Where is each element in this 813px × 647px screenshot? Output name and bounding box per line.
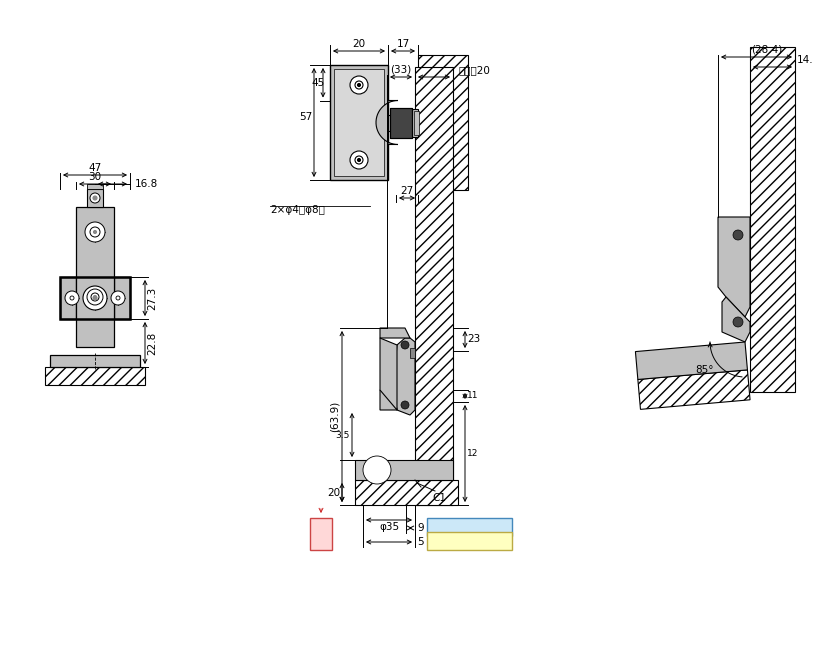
Text: (33): (33) bbox=[390, 65, 411, 75]
Text: 5: 5 bbox=[417, 537, 424, 547]
Bar bbox=[60, 277, 130, 319]
Circle shape bbox=[358, 159, 360, 162]
Bar bbox=[390, 107, 412, 138]
Text: カット量(C): カット量(C) bbox=[448, 536, 491, 546]
Circle shape bbox=[116, 296, 120, 300]
Circle shape bbox=[93, 230, 97, 234]
Circle shape bbox=[91, 293, 99, 301]
Circle shape bbox=[89, 292, 101, 304]
Bar bbox=[427, 532, 512, 550]
Circle shape bbox=[355, 81, 363, 89]
Polygon shape bbox=[636, 342, 747, 380]
Bar bbox=[114, 277, 130, 319]
Circle shape bbox=[93, 196, 97, 200]
Bar bbox=[390, 107, 412, 138]
Polygon shape bbox=[388, 109, 418, 137]
Bar bbox=[60, 277, 76, 319]
Text: (63.9): (63.9) bbox=[330, 401, 340, 432]
Text: 17: 17 bbox=[397, 39, 410, 49]
Circle shape bbox=[355, 156, 363, 164]
Text: 27.3: 27.3 bbox=[147, 287, 157, 310]
Bar bbox=[50, 355, 140, 367]
Circle shape bbox=[93, 296, 97, 298]
Bar bbox=[750, 47, 795, 392]
Bar bbox=[355, 480, 458, 505]
Circle shape bbox=[401, 341, 409, 349]
Text: 3.5: 3.5 bbox=[336, 430, 350, 439]
Text: (28.4): (28.4) bbox=[751, 45, 782, 55]
Polygon shape bbox=[393, 338, 415, 415]
Bar bbox=[414, 111, 419, 135]
Text: 85°: 85° bbox=[695, 365, 714, 375]
Bar bbox=[415, 67, 453, 505]
Circle shape bbox=[733, 317, 743, 327]
Polygon shape bbox=[376, 100, 398, 144]
Text: 22.8: 22.8 bbox=[147, 331, 157, 355]
Text: 23: 23 bbox=[467, 334, 480, 344]
Text: 30: 30 bbox=[89, 172, 102, 182]
Bar bbox=[418, 55, 468, 190]
Polygon shape bbox=[380, 328, 410, 338]
Bar bbox=[410, 348, 415, 358]
Text: 14.2: 14.2 bbox=[797, 55, 813, 65]
Text: 11: 11 bbox=[467, 391, 479, 400]
Text: 16.8: 16.8 bbox=[135, 179, 159, 189]
Text: 20: 20 bbox=[327, 487, 340, 498]
Bar bbox=[76, 207, 114, 347]
Polygon shape bbox=[380, 338, 397, 410]
Text: 2×φ4稴φ8皿: 2×φ4稴φ8皿 bbox=[270, 205, 325, 215]
Bar bbox=[87, 184, 103, 189]
Circle shape bbox=[111, 291, 125, 305]
Text: 45: 45 bbox=[311, 78, 325, 88]
Text: 20: 20 bbox=[353, 39, 366, 49]
Bar bbox=[45, 367, 145, 385]
Bar bbox=[334, 69, 384, 176]
Bar bbox=[310, 518, 332, 550]
Circle shape bbox=[90, 227, 100, 237]
Circle shape bbox=[350, 151, 368, 169]
Polygon shape bbox=[718, 217, 750, 317]
Circle shape bbox=[70, 296, 74, 300]
Circle shape bbox=[363, 456, 391, 484]
Bar bbox=[427, 518, 512, 536]
Text: C1: C1 bbox=[432, 493, 446, 503]
Circle shape bbox=[733, 230, 743, 240]
Text: 12: 12 bbox=[467, 449, 478, 458]
Text: 47: 47 bbox=[89, 163, 102, 173]
Circle shape bbox=[85, 222, 105, 242]
Circle shape bbox=[87, 289, 103, 305]
Text: 側板厔20: 側板厔20 bbox=[458, 65, 490, 75]
Text: 層厚(D): 層厚(D) bbox=[316, 520, 326, 547]
Text: 27: 27 bbox=[400, 186, 414, 196]
Bar bbox=[330, 65, 388, 180]
Bar bbox=[355, 460, 453, 480]
Circle shape bbox=[93, 296, 97, 300]
Circle shape bbox=[401, 401, 409, 409]
Polygon shape bbox=[638, 370, 750, 410]
Polygon shape bbox=[380, 390, 397, 410]
Circle shape bbox=[83, 286, 107, 310]
Text: φ35: φ35 bbox=[379, 522, 399, 532]
Text: 9: 9 bbox=[417, 523, 424, 533]
Circle shape bbox=[358, 83, 360, 87]
Circle shape bbox=[65, 291, 79, 305]
Text: 57: 57 bbox=[298, 113, 312, 122]
Polygon shape bbox=[722, 297, 750, 342]
Circle shape bbox=[90, 193, 100, 203]
Text: かぶせ量(E): かぶせ量(E) bbox=[449, 522, 490, 532]
Bar bbox=[87, 189, 103, 207]
Circle shape bbox=[350, 76, 368, 94]
